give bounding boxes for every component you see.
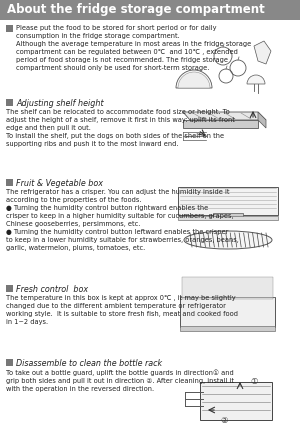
Text: ①: ① xyxy=(250,377,257,386)
Text: The temperature in this box is kept at approx 0℃ , it may be slightly
changed du: The temperature in this box is kept at a… xyxy=(6,295,238,325)
Text: To take out a bottle guard, uplift the bottle guards in direction① and
grip both: To take out a bottle guard, uplift the b… xyxy=(6,369,234,392)
Bar xyxy=(213,213,243,218)
Wedge shape xyxy=(178,72,210,88)
Polygon shape xyxy=(183,112,266,120)
Text: Fruit & Vegetable box: Fruit & Vegetable box xyxy=(16,179,103,188)
Bar xyxy=(178,216,278,220)
Polygon shape xyxy=(254,41,271,64)
Text: ②: ② xyxy=(220,416,227,425)
Wedge shape xyxy=(247,75,265,84)
Ellipse shape xyxy=(184,231,272,249)
Bar xyxy=(6,99,13,106)
Bar xyxy=(200,382,272,420)
Text: The refrigerator has a crisper. You can adjust the humidity inside it
according : The refrigerator has a crisper. You can … xyxy=(6,189,239,251)
Bar xyxy=(6,285,13,292)
Text: Please put the food to be stored for short period or for daily
consumption in th: Please put the food to be stored for sho… xyxy=(16,25,251,71)
Text: Fresh control  box: Fresh control box xyxy=(16,285,88,294)
Bar xyxy=(180,297,275,327)
Bar xyxy=(0,0,300,20)
Bar xyxy=(6,179,13,186)
Bar xyxy=(6,25,13,32)
Bar xyxy=(6,359,13,366)
Bar xyxy=(180,326,275,331)
Wedge shape xyxy=(176,70,212,88)
Polygon shape xyxy=(258,112,266,128)
Polygon shape xyxy=(183,120,258,128)
Bar xyxy=(182,277,273,299)
Text: The shelf can be relocated to accommodate food size or height. To
adjust the hei: The shelf can be relocated to accommodat… xyxy=(6,109,235,147)
Bar xyxy=(178,187,278,215)
Text: About the fridge storage compartment: About the fridge storage compartment xyxy=(7,4,265,16)
Text: Adjusting shelf height: Adjusting shelf height xyxy=(16,99,104,108)
Text: Disassemble to clean the bottle rack: Disassemble to clean the bottle rack xyxy=(16,359,162,368)
